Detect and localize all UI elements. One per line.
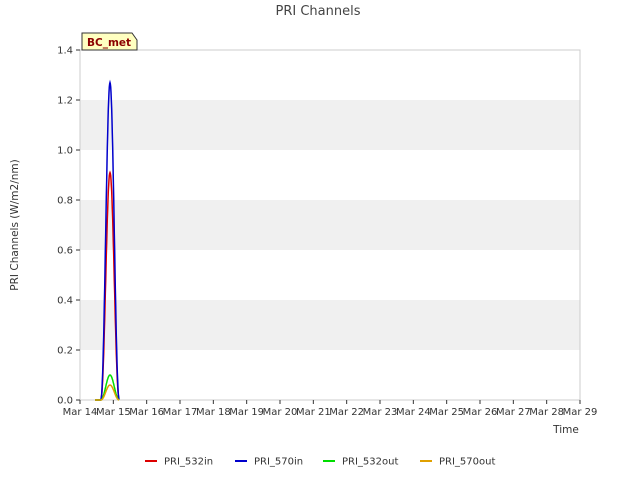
background-bands xyxy=(80,50,580,400)
x-tick-label: Mar 14 xyxy=(63,407,98,418)
legend-label-pri_532in[interactable]: PRI_532in xyxy=(164,457,213,468)
grid-band xyxy=(80,150,580,200)
y-tick-label: 0.8 xyxy=(57,196,73,207)
x-tick-label: Mar 17 xyxy=(163,407,198,418)
x-tick-label: Mar 29 xyxy=(563,407,598,418)
x-tick-label: Mar 25 xyxy=(429,407,464,418)
badge-box xyxy=(81,32,138,51)
x-tick-label: Mar 19 xyxy=(229,407,264,418)
legend-label-pri_532out[interactable]: PRI_532out xyxy=(342,457,398,468)
x-tick-label: Mar 24 xyxy=(396,407,431,418)
x-tick-label: Mar 15 xyxy=(96,407,131,418)
y-tick-label: 0.4 xyxy=(57,296,73,307)
grid-band xyxy=(80,250,580,300)
y-axis-title: PRI Channels (W/m2/nm) xyxy=(9,159,21,290)
y-tick-label: 1.4 xyxy=(57,46,73,57)
series-line-pri_532out xyxy=(95,374,120,401)
plot-area-frame xyxy=(79,49,581,401)
grid-band xyxy=(80,200,580,250)
x-tick-label: Mar 20 xyxy=(263,407,298,418)
x-tick-label: Mar 16 xyxy=(129,407,164,418)
x-tick-label: Mar 28 xyxy=(529,407,564,418)
x-tick-label: Mar 18 xyxy=(196,407,231,418)
legend[interactable]: PRI_532in PRI_570in PRI_532out PRI_570out xyxy=(145,457,495,468)
series-line-pri_570in xyxy=(95,79,120,401)
x-axis-title: Time xyxy=(552,424,579,436)
x-tick-label: Mar 26 xyxy=(463,407,498,418)
x-tick-label: Mar 23 xyxy=(363,407,398,418)
series-line-pri_570out xyxy=(95,384,120,401)
badge-text: BC_met xyxy=(87,37,131,49)
y-tick-label: 0.2 xyxy=(57,346,73,357)
x-tick-label: Mar 21 xyxy=(296,407,331,418)
y-axis: 0.0 0.2 0.4 0.6 0.8 1.0 1.2 1.4 xyxy=(57,46,80,407)
grid-band xyxy=(80,350,580,400)
grid-band xyxy=(80,100,580,150)
legend-label-pri_570in[interactable]: PRI_570in xyxy=(254,457,303,468)
y-tick-label: 0.0 xyxy=(57,396,73,407)
station-badge: BC_met xyxy=(81,32,138,51)
y-tick-label: 1.2 xyxy=(57,96,73,107)
series-lines xyxy=(95,79,120,401)
x-tick-label: Mar 22 xyxy=(329,407,364,418)
grid-band xyxy=(80,300,580,350)
x-tick-label: Mar 27 xyxy=(496,407,531,418)
chart-title: PRI Channels xyxy=(276,4,361,19)
y-tick-label: 1.0 xyxy=(57,146,73,157)
y-tick-label: 0.6 xyxy=(57,246,73,257)
legend-label-pri_570out[interactable]: PRI_570out xyxy=(439,457,495,468)
grid-band xyxy=(80,50,580,100)
